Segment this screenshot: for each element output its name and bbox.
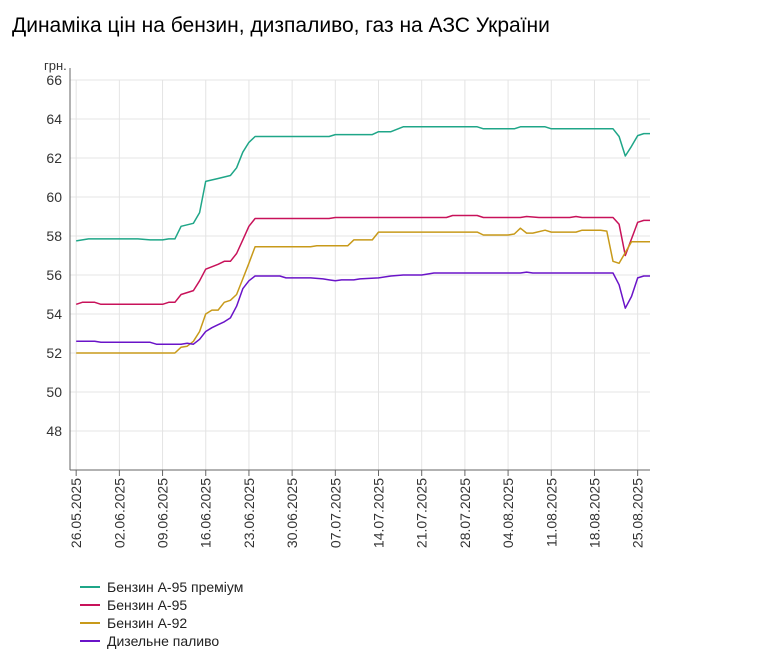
grid-lines	[70, 79, 650, 470]
x-tick-label: 30.06.2025	[284, 478, 300, 548]
legend-swatch	[80, 586, 100, 588]
y-tick-label: 52	[46, 345, 62, 361]
legend-swatch	[80, 622, 100, 624]
series-line-2	[75, 214, 650, 306]
x-tick-label: 21.07.2025	[414, 478, 430, 548]
legend-item: Бензин А-95 преміум	[80, 578, 243, 596]
chart-title: Динаміка цін на бензин, дизпаливо, газ н…	[12, 14, 550, 37]
legend: Бензин А-95 преміум Бензин А-95 Бензин А-9…	[80, 578, 243, 650]
series-line-4	[76, 271, 650, 345]
legend-label: Дизельне паливо	[107, 633, 220, 649]
x-tick-label: 16.06.2025	[198, 478, 214, 548]
y-tick-label: 48	[46, 423, 62, 439]
x-tick-label: 26.05.2025	[68, 478, 84, 548]
x-tick-label: 11.08.2025	[543, 478, 559, 547]
x-tick-label: 02.06.2025	[111, 478, 127, 548]
legend-label: Бензин А-95 преміум	[107, 579, 244, 595]
x-tick-label: 04.08.2025	[500, 478, 516, 548]
y-tick-label: 62	[46, 150, 62, 166]
legend-label: Бензин А-92	[107, 615, 188, 631]
y-tick-label: 60	[46, 189, 62, 205]
y-tick-label: 64	[46, 111, 62, 127]
legend-item: Бензин А-95	[80, 596, 243, 614]
y-tick-label: 66	[46, 72, 62, 88]
x-tick-label: 09.06.2025	[155, 478, 171, 548]
y-tick-label: 56	[46, 267, 62, 283]
tick-labels: 48 50 52 54 56 58 60 62 64 66 26.05.2025 02.06.2025…	[46, 72, 645, 548]
series-line-3	[76, 227, 650, 354]
legend-item: Бензин А-92	[80, 614, 243, 632]
legend-item: Дизельне паливо	[80, 632, 243, 650]
x-tick-label: 25.08.2025	[630, 478, 646, 548]
x-tick-label: 18.08.2025	[586, 478, 602, 548]
series-line-1	[76, 126, 650, 242]
legend-swatch	[80, 604, 100, 606]
y-tick-label: 54	[46, 306, 62, 322]
series-lines	[75, 126, 650, 354]
axes	[69, 68, 650, 476]
x-tick-label: 28.07.2025	[457, 478, 473, 548]
legend-label: Бензин А-95	[107, 597, 188, 613]
y-tick-label: 58	[46, 228, 62, 244]
x-tick-label: 23.06.2025	[241, 478, 257, 548]
y-axis-unit-label: грн.	[44, 58, 67, 73]
x-tick-label: 14.07.2025	[371, 478, 387, 548]
y-tick-label: 50	[46, 384, 62, 400]
x-tick-label: 07.07.2025	[327, 478, 343, 548]
legend-swatch	[80, 640, 100, 642]
